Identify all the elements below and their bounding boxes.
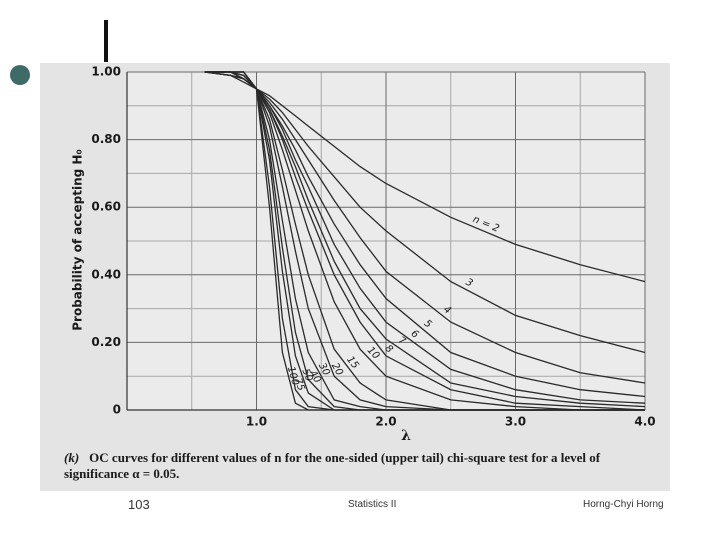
x-tick-label: 1.0 [246,415,267,429]
oc-curve [204,71,646,283]
y-tick-label: 1.00 [91,65,121,79]
curve-label: 6 [409,328,421,341]
y-tick-label: 0.80 [91,132,121,146]
plot-area: 00.200.400.600.801.001.0 2.0 3.0 4.0n = 234… [91,65,655,429]
caption-label: (k) [64,450,80,465]
x-tick-label: 4.0 [634,415,655,429]
y-tick-label: 0.40 [91,267,121,281]
page-number: 103 [128,497,150,512]
author: Horng-Chyi Horng [583,499,664,510]
curve-label: 20 [329,361,345,378]
oc-curve [204,71,646,411]
caption: (k) OC curves for different values of n f… [64,450,664,482]
x-tick-label: 3.0 [505,415,526,429]
curve-label: 4 [441,304,453,317]
oc-curve [204,71,645,411]
curve-label: 75 [292,377,306,393]
y-tick-label: 0.20 [91,335,121,349]
x-tick-label: 2.0 [375,415,396,429]
y-tick-label: 0.60 [91,200,121,214]
course: Statistics II [348,499,397,510]
caption-text: OC curves for different values of n for … [64,450,601,481]
title-bar [104,20,108,62]
curve-label: 5 [422,318,434,331]
curve-label: 50 [299,367,314,383]
bullet [10,65,30,85]
y-axis-title: Probability of accepting H₀ [71,149,85,330]
y-tick-label: 0 [113,403,121,417]
curve-label: 100 [285,365,301,386]
curve-label: 7 [396,335,408,348]
x-axis-title: λ [401,428,411,444]
curve-label: 3 [464,277,475,290]
curve-label: 30 [316,361,332,377]
